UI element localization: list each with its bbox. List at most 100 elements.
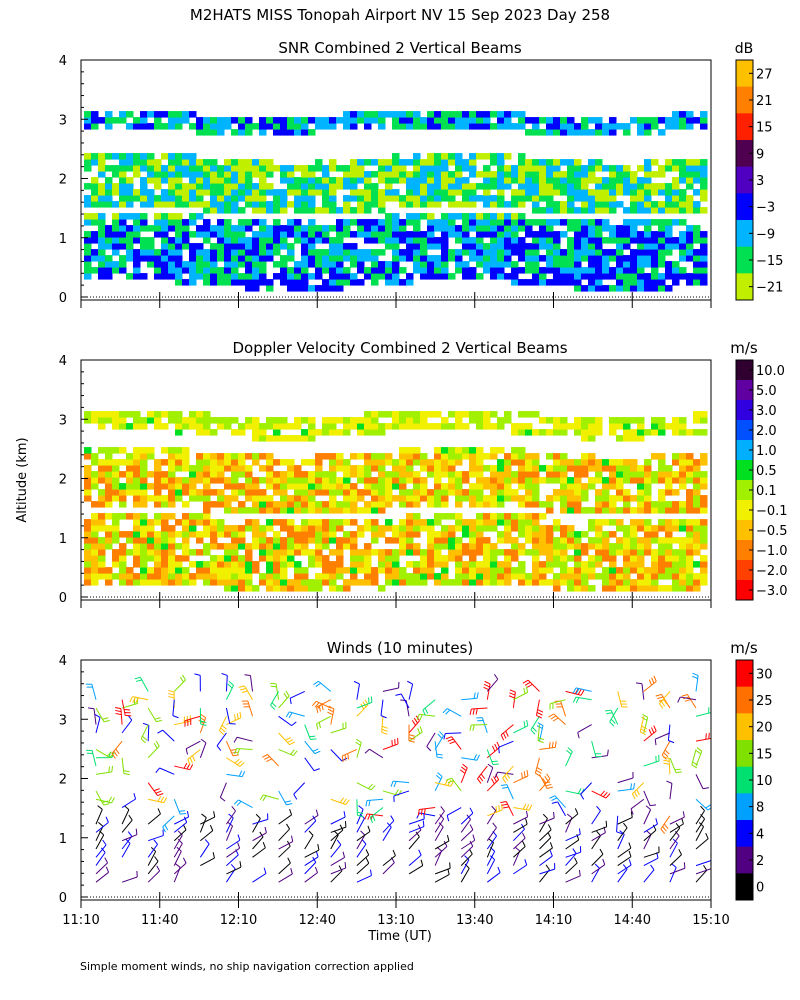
heatmap-cell (252, 429, 260, 436)
heatmap-cell (112, 513, 120, 520)
wind-barb (666, 780, 673, 800)
heatmap-cell (210, 201, 218, 208)
barb-shaft (460, 839, 475, 850)
heatmap-cell (665, 465, 673, 472)
heatmap-cell (476, 249, 484, 256)
heatmap-cell (308, 249, 316, 256)
heatmap-cell (469, 171, 477, 178)
heatmap-cell (679, 423, 687, 430)
heatmap-cell (84, 417, 92, 424)
heatmap-cell (623, 207, 631, 214)
heatmap-cell (518, 123, 526, 130)
heatmap-cell (581, 243, 589, 250)
heatmap-cell (539, 543, 547, 550)
wind-barb (549, 795, 566, 808)
heatmap-cell (266, 249, 274, 256)
heatmap-cell (84, 567, 92, 574)
heatmap-cell (679, 117, 687, 124)
wind-barb (530, 716, 540, 735)
heatmap-cell (343, 483, 351, 490)
heatmap-cell (203, 573, 211, 580)
doppler-unit-label: m/s (730, 339, 758, 357)
barb-flag (548, 713, 554, 718)
heatmap-cell (84, 519, 92, 526)
heatmap-cell (546, 171, 554, 178)
heatmap-cell (238, 459, 246, 466)
heatmap-cell (224, 477, 232, 484)
heatmap-cell (518, 459, 526, 466)
heatmap-cell (84, 483, 92, 490)
heatmap-cell (301, 255, 309, 262)
heatmap-cell (630, 171, 638, 178)
heatmap-cell (301, 501, 309, 508)
heatmap-cell (413, 123, 421, 130)
heatmap-cell (525, 279, 533, 286)
heatmap-cell (448, 159, 456, 166)
heatmap-cell (84, 255, 92, 262)
heatmap-cell (315, 207, 323, 214)
barb-flag (630, 808, 634, 815)
heatmap-cell (168, 471, 176, 478)
heatmap-cell (651, 561, 659, 568)
heatmap-cell (651, 579, 659, 586)
heatmap-cell (420, 231, 428, 238)
heatmap-cell (539, 225, 547, 232)
barb-flag (259, 831, 264, 838)
heatmap-cell (189, 465, 197, 472)
heatmap-cell (315, 477, 323, 484)
heatmap-cell (294, 195, 302, 202)
barb-flag (182, 857, 187, 864)
heatmap-cell (539, 501, 547, 508)
heatmap-cell (98, 195, 106, 202)
heatmap-cell (441, 183, 449, 190)
heatmap-cell (231, 225, 239, 232)
barb-shaft (252, 836, 264, 850)
heatmap-cell (672, 117, 680, 124)
heatmap-cell (623, 573, 631, 580)
heatmap-cell (651, 219, 659, 226)
heatmap-cell (140, 495, 148, 502)
heatmap-cell (686, 201, 694, 208)
heatmap-cell (252, 543, 260, 550)
heatmap-cell (427, 489, 435, 496)
heatmap-cell (350, 495, 358, 502)
heatmap-cell (343, 417, 351, 424)
heatmap-cell (112, 249, 120, 256)
wind-barb (225, 813, 234, 833)
heatmap-cell (672, 459, 680, 466)
barb-flag (357, 811, 364, 815)
heatmap-cell (693, 177, 701, 184)
heatmap-cell (112, 225, 120, 232)
heatmap-cell (266, 459, 274, 466)
heatmap-cell (504, 225, 512, 232)
heatmap-cell (378, 555, 386, 562)
heatmap-cell (364, 225, 372, 232)
heatmap-cell (126, 477, 134, 484)
heatmap-cell (420, 249, 428, 256)
heatmap-cell (581, 117, 589, 124)
heatmap-cell (315, 471, 323, 478)
barb-flag (469, 807, 474, 814)
heatmap-cell (154, 255, 162, 262)
heatmap-cell (441, 249, 449, 256)
heatmap-cell (357, 417, 365, 424)
wind-barb (617, 772, 634, 784)
heatmap-cell (595, 429, 603, 436)
heatmap-cell (609, 483, 617, 490)
heatmap-cell (301, 183, 309, 190)
heatmap-cell (602, 189, 610, 196)
heatmap-cell (287, 561, 295, 568)
heatmap-cell (266, 501, 274, 508)
heatmap-cell (329, 459, 337, 466)
heatmap-cell (280, 201, 288, 208)
barb-shaft (513, 823, 528, 833)
wind-barb (539, 832, 552, 850)
heatmap-cell (700, 117, 708, 124)
heatmap-cell (644, 285, 652, 292)
wind-barb (382, 849, 396, 866)
heatmap-cell (567, 165, 575, 172)
heatmap-cell (350, 489, 358, 496)
barb-shaft (316, 715, 332, 725)
barb-flag (327, 708, 334, 713)
barb-flag (290, 835, 294, 842)
